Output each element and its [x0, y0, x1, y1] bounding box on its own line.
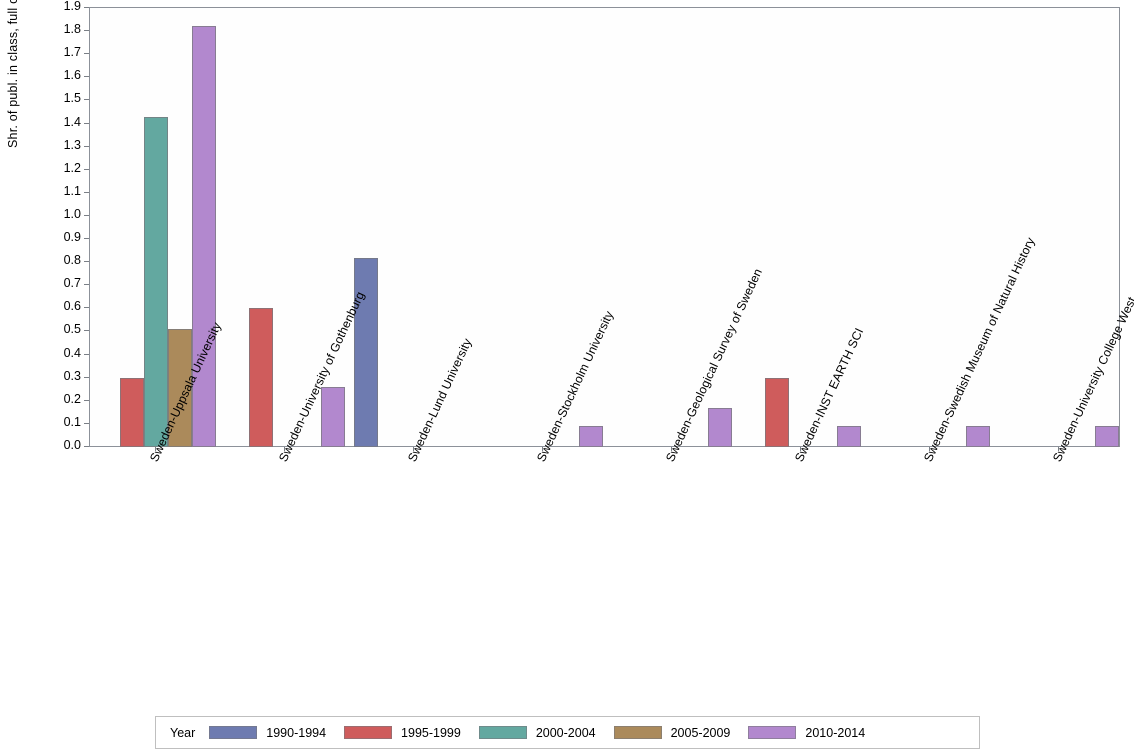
y-tick-label: 1.7: [63, 45, 81, 60]
x-tick-mark: [671, 447, 672, 451]
legend-label: 2000-2004: [535, 725, 596, 740]
y-tick-mark: [84, 215, 89, 216]
bar: [120, 377, 145, 447]
bar: [579, 426, 604, 447]
bar: [168, 329, 193, 447]
bar: [707, 407, 732, 447]
legend-swatch: [209, 726, 258, 739]
y-tick-mark: [84, 400, 89, 401]
bar: [192, 26, 217, 447]
y-tick-mark: [84, 307, 89, 308]
y-tick-mark: [84, 423, 89, 424]
y-tick-label: 0.5: [63, 322, 81, 337]
y-tick-label: 0.6: [63, 299, 81, 314]
legend-item[interactable]: 2005-2009: [613, 725, 731, 740]
y-axis-title: Shr. of publ. in class, full counts (%): [6, 0, 20, 148]
x-tick-mark: [1058, 447, 1059, 451]
y-tick-mark: [84, 7, 89, 8]
y-tick-label: 0.8: [63, 253, 81, 268]
legend-swatch: [344, 726, 393, 739]
y-tick-mark: [84, 146, 89, 147]
legend-item[interactable]: 1990-1994: [209, 726, 326, 740]
y-tick-label: 1.2: [63, 160, 81, 175]
bar: [249, 308, 274, 447]
bar: [321, 386, 346, 447]
x-tick-mark: [929, 447, 930, 451]
y-tick-mark: [84, 123, 89, 124]
y-tick-mark: [84, 261, 89, 262]
bar: [1094, 426, 1119, 447]
plot-area: [89, 7, 1120, 447]
y-tick-label: 1.6: [63, 68, 81, 83]
y-tick-label: 0.1: [63, 414, 81, 429]
y-tick-label: 1.4: [63, 114, 81, 129]
bar: [144, 116, 169, 447]
legend-label: 1990-1994: [266, 725, 327, 740]
y-tick-label: 0.0: [63, 438, 81, 452]
y-tick-mark: [84, 99, 89, 100]
legend-label: 1995-1999: [401, 725, 461, 740]
y-tick-label: 0.4: [63, 345, 81, 360]
bar: [965, 426, 990, 447]
x-tick-mark: [413, 447, 414, 451]
y-tick-label: 0.2: [63, 391, 81, 406]
x-tick-mark: [284, 447, 285, 451]
legend: Year 1990-1994 1995-1999 2000-2004 2005-200…: [155, 716, 980, 749]
y-tick-mark: [84, 284, 89, 285]
y-tick-mark: [84, 354, 89, 355]
y-tick-label: 1.3: [63, 137, 81, 152]
bar: [836, 426, 861, 447]
bar: [764, 377, 789, 447]
legend-item[interactable]: 1995-1999: [344, 726, 461, 740]
y-tick-label: 1.9: [63, 0, 81, 13]
y-tick-label: 1.8: [63, 22, 81, 37]
y-tick-mark: [84, 76, 89, 77]
y-tick-label: 0.7: [63, 276, 81, 291]
y-tick-mark: [84, 30, 89, 31]
y-tick-label: 1.5: [63, 91, 81, 106]
bar: [354, 257, 379, 447]
legend-label: 2010-2014: [805, 725, 866, 740]
y-tick-label: 0.3: [63, 368, 81, 383]
legend-item[interactable]: 2000-2004: [478, 725, 596, 740]
legend-label: 2005-2009: [670, 725, 731, 740]
legend-swatch: [478, 726, 527, 739]
y-tick-mark: [84, 53, 89, 54]
legend-item[interactable]: 2010-2014: [748, 726, 865, 740]
y-tick-label: 0.9: [63, 230, 81, 245]
legend-title: Year: [170, 725, 196, 740]
legend-swatch: [613, 726, 662, 739]
x-tick-mark: [155, 447, 156, 451]
legend-swatch: [748, 726, 797, 739]
x-tick-mark: [542, 447, 543, 451]
y-tick-label: 1.0: [63, 206, 81, 221]
y-tick-mark: [84, 192, 89, 193]
legend-items: 1990-1994 1995-1999 2000-2004 2005-2009 2010…: [209, 726, 883, 740]
y-tick-mark: [84, 377, 89, 378]
y-tick-mark: [84, 238, 89, 239]
y-tick-mark: [84, 169, 89, 170]
x-tick-mark: [800, 447, 801, 451]
y-tick-mark: [84, 330, 89, 331]
y-tick-label: 1.1: [63, 183, 81, 198]
y-tick-mark: [84, 446, 89, 447]
